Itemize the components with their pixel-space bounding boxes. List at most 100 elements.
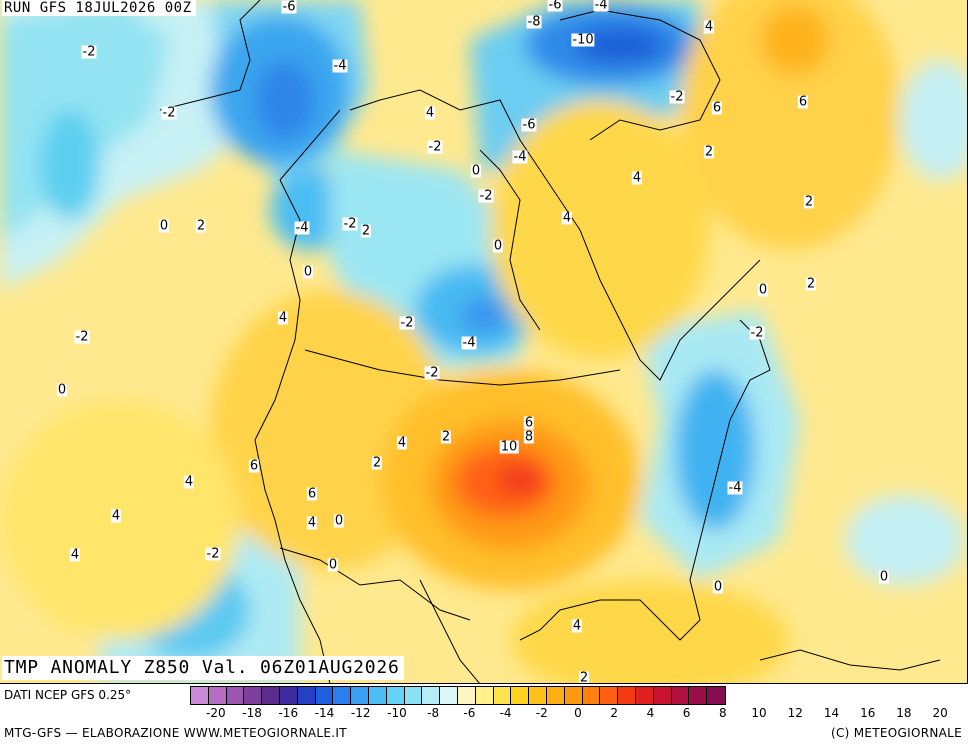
contour-label: -4 <box>727 480 743 496</box>
contour-label: 4 <box>306 515 318 531</box>
contour-label: -4 <box>593 0 609 13</box>
data-source: DATI NCEP GFS 0.25° <box>4 688 132 702</box>
colorbar-tick-label: 6 <box>682 706 691 720</box>
contour-label: -2 <box>74 329 90 345</box>
contour-label: 0 <box>302 264 314 280</box>
colorbar-swatch <box>279 687 298 704</box>
contour-label: -2 <box>342 216 358 232</box>
contour-label: 2 <box>703 144 715 160</box>
anomaly-fill-layers <box>0 0 967 683</box>
contour-label: -4 <box>294 220 310 236</box>
contour-label: -4 <box>332 58 348 74</box>
colorbar-tick-label: 18 <box>896 706 912 720</box>
colorbar-tick-label: -6 <box>463 706 476 720</box>
colorbar-swatch <box>564 687 583 704</box>
contour-label: -2 <box>424 365 440 381</box>
colorbar-swatch <box>529 687 547 704</box>
contour-label: 0 <box>158 218 170 234</box>
colorbar-tick-label: 4 <box>646 706 655 720</box>
contour-label: 4 <box>703 19 715 35</box>
contour-label: 0 <box>757 282 769 298</box>
colorbar-swatch <box>191 687 209 704</box>
contour-label: 10 <box>499 439 519 455</box>
contour-label: -2 <box>669 89 685 105</box>
colorbar-tick-label: -10 <box>387 706 407 720</box>
contour-label: 2 <box>805 276 817 292</box>
colorbar-swatch <box>368 687 387 704</box>
colorbar-tick-label: 0 <box>574 706 582 720</box>
colorbar-swatch <box>440 687 458 704</box>
contour-label: -2 <box>81 44 97 60</box>
colorbar-swatch <box>707 687 725 704</box>
colorbar-swatch <box>297 687 316 704</box>
contour-label: 4 <box>424 105 436 121</box>
contour-label: 0 <box>878 569 890 585</box>
colorbar-swatch <box>315 687 334 704</box>
colorbar-tick-label: 2 <box>610 706 619 720</box>
contour-label: 6 <box>711 100 723 116</box>
colorbar-tick-label: 8 <box>719 706 727 720</box>
political-borders <box>279 109 621 621</box>
contour-label: 2 <box>578 670 590 684</box>
colorbar-tick-label: 12 <box>787 706 803 720</box>
colorbar-tick-label: -4 <box>499 706 512 720</box>
contour-label: -8 <box>526 14 542 30</box>
colorbar <box>190 686 726 705</box>
contour-label: 0 <box>492 238 504 254</box>
colorbar-swatch <box>689 687 708 704</box>
contour-label: -2 <box>161 105 177 121</box>
colorbar-swatch <box>262 687 280 704</box>
contour-label: 0 <box>470 163 482 179</box>
colorbar-tick-label: -20 <box>206 706 226 720</box>
contour-label: -6 <box>521 117 537 133</box>
contour-label: 2 <box>360 223 372 239</box>
contour-label: 0 <box>712 579 724 595</box>
colorbar-tick-label: -12 <box>350 706 371 720</box>
contour-label: 0 <box>327 557 339 573</box>
colorbar-tick-label: 14 <box>823 706 840 720</box>
contour-label: 4 <box>631 170 643 186</box>
colorbar-tick-label: 20 <box>932 706 948 720</box>
colorbar-swatch <box>226 687 245 704</box>
colorbar-swatch <box>422 687 441 704</box>
colorbar-swatch <box>653 687 672 704</box>
colorbar-tick-label: -8 <box>427 706 440 720</box>
contour-label: 0 <box>333 513 345 529</box>
contour-label: -10 <box>571 32 595 48</box>
contour-label: 4 <box>571 618 583 634</box>
run-label: RUN GFS 18JUL2026 00Z <box>2 0 196 16</box>
anomaly-field <box>0 0 967 683</box>
colorbar-swatch <box>351 687 369 704</box>
colorbar-swatch <box>404 687 423 704</box>
contour-label: 6 <box>306 486 318 502</box>
contour-label: 4 <box>277 310 289 326</box>
contour-label: 4 <box>69 547 81 563</box>
colorbar-tick-label: 10 <box>751 706 767 720</box>
contour-label: -6 <box>547 0 563 13</box>
colorbar-swatch <box>386 687 405 704</box>
colorbar-tick-label: 16 <box>860 706 876 720</box>
colorbar-tick-label: -2 <box>535 706 548 720</box>
contour-label: 2 <box>803 194 815 210</box>
contour-label: -2 <box>205 546 221 562</box>
contour-label: 8 <box>523 429 535 445</box>
contour-label: -4 <box>461 335 477 351</box>
colorbar-tick-label: -18 <box>242 706 262 720</box>
map-title: TMP ANOMALY Z850 Val. 06Z01AUG2026 <box>2 656 404 680</box>
contour-label: 6 <box>523 415 535 431</box>
contour-label: 2 <box>195 218 207 234</box>
contour-label: 4 <box>110 508 122 524</box>
footer-copyright: (C) METEOGIORNALE <box>830 726 962 740</box>
colorbar-swatch <box>457 687 476 704</box>
contour-label: -6 <box>281 0 297 15</box>
colorbar-swatch <box>582 687 601 704</box>
colorbar-swatch <box>635 687 654 704</box>
colorbar-swatch <box>600 687 619 704</box>
colorbar-swatch <box>493 687 512 704</box>
contour-label: 0 <box>56 382 68 398</box>
contour-label: 2 <box>440 429 452 445</box>
contour-label: 4 <box>183 474 195 490</box>
contour-label: -2 <box>399 315 415 331</box>
contour-label: 6 <box>797 94 809 110</box>
colorbar-swatch <box>208 687 227 704</box>
